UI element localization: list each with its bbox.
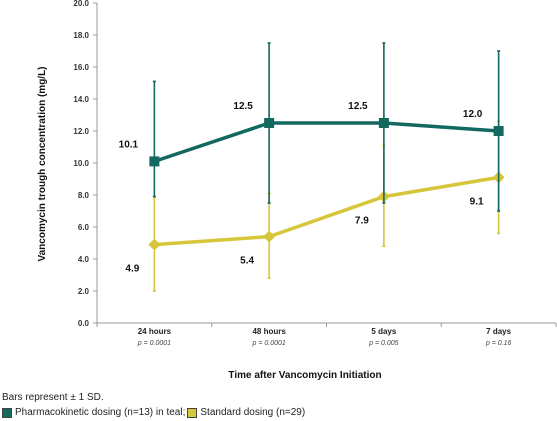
data-label-pk: 12.0 (463, 109, 483, 120)
legend-label-pk: Pharmacokinetic dosing (n=13) in teal; (15, 407, 186, 418)
legend: Pharmacokinetic dosing (n=13) in teal; S… (2, 407, 305, 418)
data-point-square (264, 118, 275, 128)
data-point-diamond (263, 230, 276, 243)
legend-swatch-pk (2, 407, 12, 418)
data-label-pk: 10.1 (119, 139, 139, 150)
data-label-pk: 12.5 (233, 101, 253, 112)
data-point-square (493, 126, 504, 136)
p-value-label: p = 0.16 (485, 340, 512, 347)
data-label-std: 5.4 (240, 256, 254, 267)
y-tick-label: 0.0 (78, 319, 90, 328)
x-axis-label: Time after Vancomycin Initiation (228, 370, 381, 381)
y-tick-label: 12.0 (73, 127, 89, 136)
legend-swatch-std (187, 407, 198, 418)
x-tick-label: 24 hours (138, 327, 172, 336)
data-point-square (378, 118, 389, 128)
series-line (153, 121, 499, 164)
p-value-label: p = 0.005 (368, 340, 398, 347)
y-axis-label: Vancomycin trough concentration (mg/L) (37, 66, 48, 261)
x-tick-label: 7 days (486, 327, 511, 336)
y-tick-label: 4.0 (78, 255, 90, 264)
y-tick-label: 20.0 (73, 0, 89, 8)
y-tick-label: 10.0 (73, 159, 89, 168)
data-point-square (149, 156, 160, 167)
y-tick-label: 8.0 (78, 191, 90, 200)
data-label-std: 7.9 (355, 216, 369, 227)
data-label-std: 9.1 (470, 196, 484, 207)
data-label-pk: 12.5 (348, 101, 368, 112)
p-value-label: p = 0.0001 (251, 340, 285, 347)
y-tick-label: 2.0 (78, 287, 90, 296)
x-tick-label: 48 hours (252, 327, 286, 336)
x-tick-label: 5 days (371, 327, 396, 336)
y-tick-label: 14.0 (73, 95, 89, 104)
data-point-diamond (148, 238, 161, 251)
y-tick-label: 18.0 (73, 31, 89, 40)
y-tick-label: 6.0 (78, 223, 90, 232)
legend-label-std: Standard dosing (n=29) (200, 407, 306, 418)
footer-note: Bars represent ± 1 SD. (2, 392, 104, 403)
series-line (154, 175, 499, 247)
y-tick-label: 16.0 (73, 63, 89, 72)
data-label-std: 4.9 (125, 264, 139, 275)
chart: Vancomycin trough concentration (mg/L) T… (37, 0, 557, 381)
p-value-label: p = 0.0001 (137, 340, 171, 347)
